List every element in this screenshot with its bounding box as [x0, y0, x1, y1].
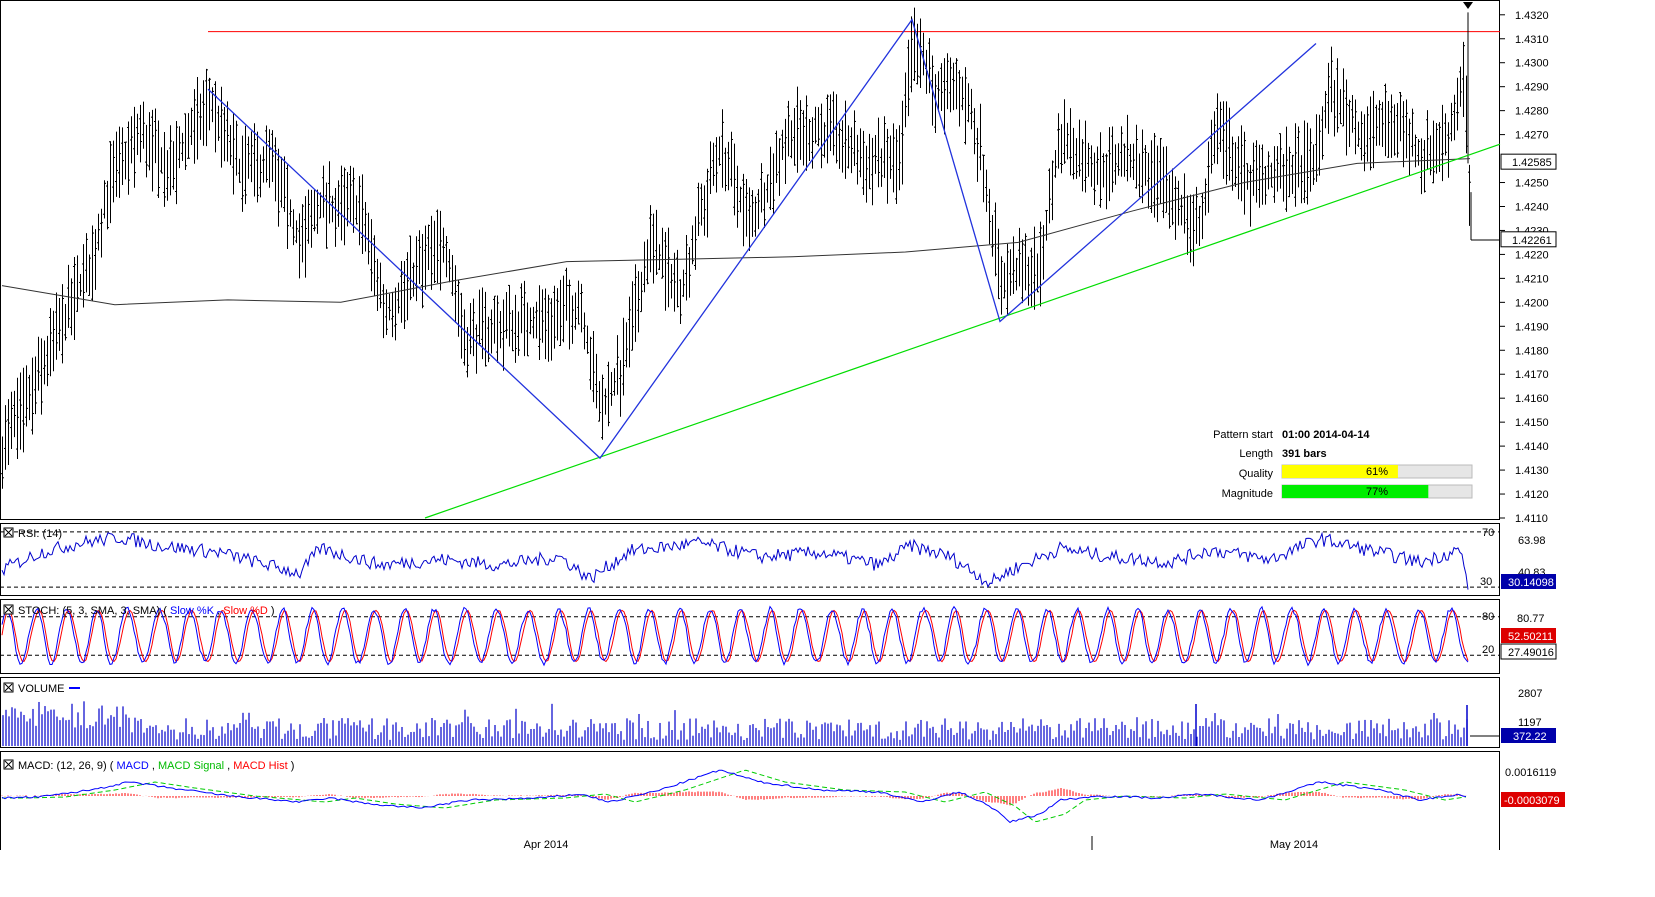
stoch-title-group: STOCH: (5, 3, SMA, 3, SMA) ( Slow %K , S… [3, 604, 275, 617]
volume-current-value: 372.22 [1513, 731, 1547, 743]
price-axis-label: 1.4320 [1515, 10, 1549, 22]
price-axis-label: 1.4220 [1515, 249, 1549, 261]
stoch-d-current-tag [1501, 628, 1556, 643]
current-price-label: 1.42261 [1512, 235, 1552, 247]
forex-chart: 1.4320 1.4310 1.4300 1.4290 1.4280 1.4270 1.42… [0, 0, 1567, 868]
volume-axis-label: 1197 [1518, 717, 1542, 729]
pattern-start-value: 01:00 2014-04-14 [1282, 429, 1370, 441]
rsi-line [1, 531, 1469, 590]
current-price-tag [1500, 231, 1557, 248]
price-axis-label: 1.4280 [1515, 106, 1549, 118]
pattern-info-box: Pattern start 01:00 2014-04-14 Length 39… [1213, 429, 1473, 500]
stoch-axis-label: 20 [1482, 644, 1494, 656]
quality-label: Quality [1239, 468, 1274, 480]
volume-pane-frame [0, 677, 1500, 748]
stoch-k-line [1, 605, 1469, 667]
macd-hist-legend: MACD Hist [233, 760, 287, 772]
price-axis-label: 1.4170 [1515, 369, 1549, 381]
price-axis-label: 1.4110 [1515, 513, 1548, 525]
macd-title-group: MACD: (12, 26, 9) ( MACD , MACD Signal ,… [3, 759, 294, 772]
price-axis-label: 1.4300 [1515, 58, 1549, 70]
price-axis-label: 1.4150 [1515, 417, 1549, 429]
stoch-pane-frame [0, 599, 1500, 674]
price-axis-label: 1.4180 [1515, 345, 1549, 357]
pane-frames [0, 0, 1500, 854]
current-price-tag [1500, 153, 1557, 170]
price-bars [1, 7, 1471, 489]
stoch-pane: 80.77 80 20 52.50211 27.49016 [0, 605, 1557, 667]
zigzag-pattern [207, 18, 1317, 460]
x-axis-month-label: Apr 2014 [524, 839, 569, 850]
rsi-pane-frame [0, 523, 1500, 596]
rsi-title-group: RSI: (14) [3, 527, 62, 540]
price-axis-label: 1.4190 [1515, 321, 1549, 333]
rsi-title: RSI: (14) [18, 528, 62, 540]
volume-axis-label: 2807 [1518, 688, 1542, 700]
chart-canvas: 1.4320 1.4310 1.4300 1.4290 1.4280 1.4270 1.42… [0, 0, 1567, 868]
current-price-label: 1.42585 [1512, 157, 1552, 169]
stoch-k-current-value: 27.49016 [1508, 647, 1554, 659]
macd-current-value: -0.0003079 [1504, 795, 1560, 807]
macd-line [1, 769, 1467, 824]
moving-average-line [1, 158, 1471, 306]
volume-title: VOLUME [18, 683, 64, 695]
stoch-k-legend: Slow %K [170, 605, 215, 617]
quality-bar-fill [1282, 465, 1398, 478]
high-marker [1463, 2, 1473, 9]
rsi-axis-label: 70 [1482, 527, 1494, 539]
price-axis-label: 1.4200 [1515, 297, 1549, 309]
quality-value: 61% [1366, 466, 1388, 478]
magnitude-value: 77% [1366, 486, 1388, 498]
price-axis-label: 1.4240 [1515, 201, 1549, 213]
length-value: 391 bars [1282, 448, 1327, 460]
length-label: Length [1239, 448, 1273, 460]
magnitude-bar-fill [1282, 485, 1429, 498]
price-axis-label: 1.4310 [1515, 34, 1549, 46]
magnitude-label: Magnitude [1222, 488, 1273, 500]
macd-pane: 0.0016119 -0.0003079 [1, 767, 1565, 824]
pattern-start-label: Pattern start [1213, 429, 1273, 441]
volume-title-group: VOLUME [3, 682, 80, 695]
price-axis-label: 1.4140 [1515, 441, 1549, 453]
stoch-axis-label: 80.77 [1517, 613, 1545, 625]
price-axis-label: 1.4270 [1515, 130, 1549, 142]
stoch-axis-label: 80 [1482, 611, 1494, 623]
rsi-current-tag [1501, 574, 1556, 589]
stoch-title: STOCH: (5, 3, SMA, 3, SMA) ( Slow %K , S… [18, 605, 275, 617]
support-trendline [424, 143, 1501, 519]
rsi-current-value: 30.14098 [1508, 577, 1554, 589]
volume-pane: 2807 1197 372.22 [2, 688, 1556, 746]
price-axis-label: 1.4120 [1515, 489, 1549, 501]
rsi-axis-label: 63.98 [1518, 535, 1546, 547]
price-axis-label: 1.4290 [1515, 82, 1549, 94]
macd-line-legend: MACD [116, 760, 148, 772]
stoch-k-current-tag [1500, 643, 1557, 660]
price-pane: 1.4320 1.4310 1.4300 1.4290 1.4280 1.4270 1.42… [1, 2, 1557, 525]
volume-current-tag [1501, 728, 1556, 743]
price-axis-label: 1.4210 [1515, 273, 1549, 285]
x-axis-month-label: May 2014 [1270, 839, 1318, 850]
macd-signal-line [2, 769, 1467, 823]
price-axis-label: 1.4130 [1515, 465, 1549, 477]
stoch-d-current-value: 52.50211 [1508, 631, 1553, 643]
rsi-axis-label: 30 [1480, 576, 1492, 588]
stoch-d-legend: Slow %D [223, 605, 268, 617]
macd-signal-legend: MACD Signal [158, 760, 224, 772]
macd-params: MACD: (12, 26, 9) [18, 760, 107, 772]
macd-axis-label: 0.0016119 [1505, 767, 1556, 779]
macd-title: MACD: (12, 26, 9) ( MACD , MACD Signal ,… [18, 760, 294, 772]
price-axis-label: 1.4250 [1515, 178, 1549, 190]
price-pane-frame [0, 0, 1500, 520]
macd-current-tag [1501, 792, 1565, 807]
stoch-params: STOCH: (5, 3, SMA, 3, SMA) [18, 605, 160, 617]
price-axis-label: 1.4160 [1515, 393, 1549, 405]
stoch-d-line [1, 609, 1469, 663]
